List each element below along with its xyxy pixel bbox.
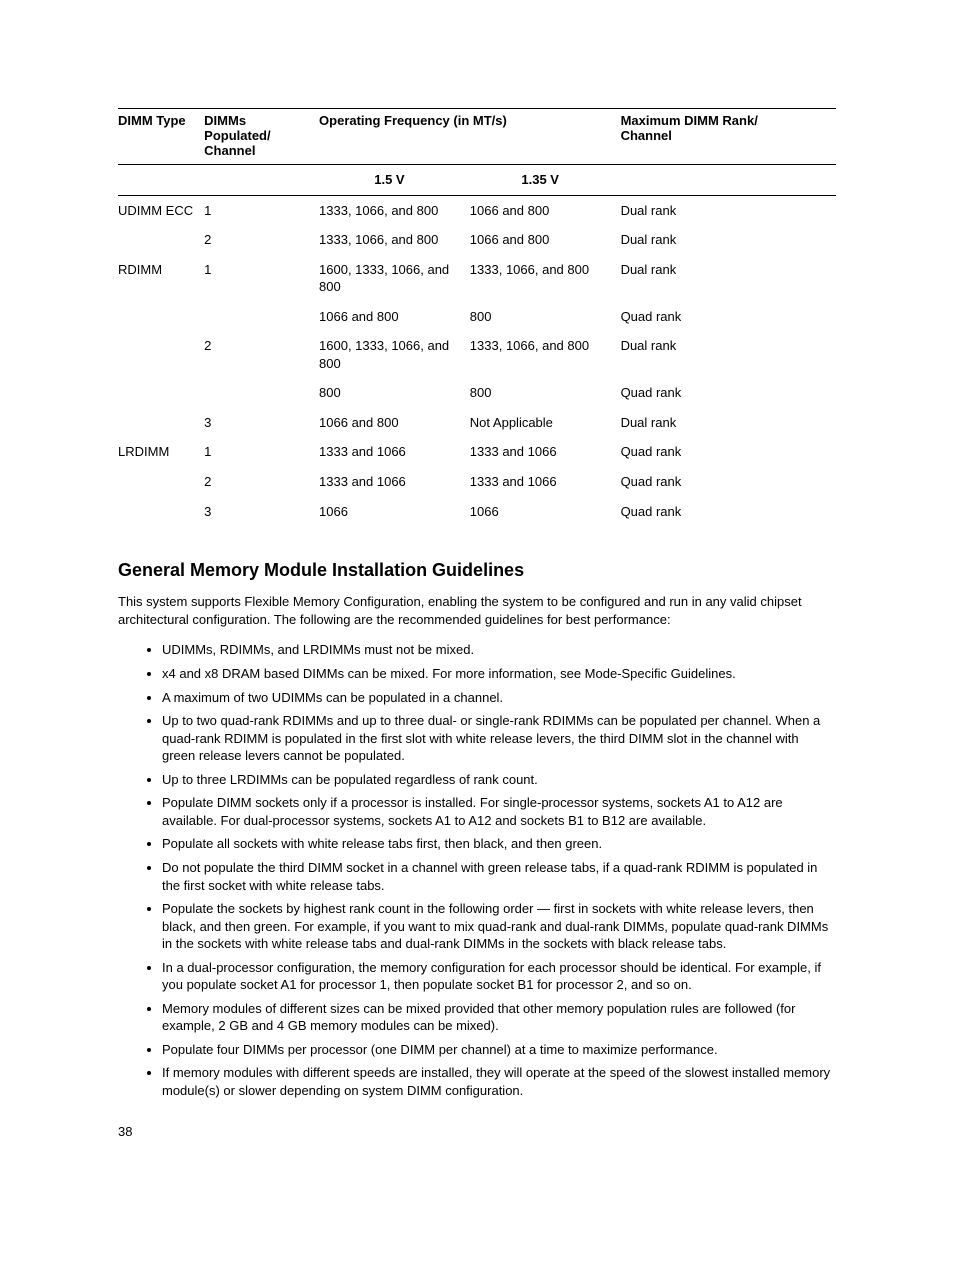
th-dimms-populated: DIMMs Populated/ Channel bbox=[204, 109, 319, 165]
list-item: A maximum of two UDIMMs can be populated… bbox=[162, 689, 836, 707]
table-cell bbox=[118, 378, 204, 408]
th-135v: 1.35 V bbox=[470, 165, 621, 196]
table-cell: 1066 and 800 bbox=[470, 225, 621, 255]
table-cell: Dual rank bbox=[621, 255, 836, 302]
table-row: 31066 and 800Not ApplicableDual rank bbox=[118, 408, 836, 438]
table-cell: Quad rank bbox=[621, 378, 836, 408]
table-cell: Not Applicable bbox=[470, 408, 621, 438]
table-row: LRDIMM11333 and 10661333 and 1066Quad ra… bbox=[118, 437, 836, 467]
table-cell: 1066 and 800 bbox=[470, 195, 621, 225]
table-cell bbox=[118, 467, 204, 497]
table-cell: Quad rank bbox=[621, 437, 836, 467]
table-cell: 1066 bbox=[470, 497, 621, 527]
table-cell bbox=[118, 225, 204, 255]
table-cell: Dual rank bbox=[621, 225, 836, 255]
table-cell: 1 bbox=[204, 195, 319, 225]
list-item: In a dual-processor configuration, the m… bbox=[162, 959, 836, 994]
table-cell: 1 bbox=[204, 255, 319, 302]
table-cell: 1333, 1066, and 800 bbox=[470, 331, 621, 378]
table-cell: 2 bbox=[204, 331, 319, 378]
table-cell: RDIMM bbox=[118, 255, 204, 302]
table-cell: 1333, 1066, and 800 bbox=[319, 225, 470, 255]
table-cell: 2 bbox=[204, 225, 319, 255]
table-cell: 3 bbox=[204, 497, 319, 527]
table-cell: 1066 and 800 bbox=[319, 302, 470, 332]
list-item: Do not populate the third DIMM socket in… bbox=[162, 859, 836, 894]
list-item: Populate four DIMMs per processor (one D… bbox=[162, 1041, 836, 1059]
table-cell bbox=[118, 408, 204, 438]
table-cell: Quad rank bbox=[621, 497, 836, 527]
page-number: 38 bbox=[118, 1124, 132, 1139]
th-operating-freq: Operating Frequency (in MT/s) bbox=[319, 109, 621, 165]
table-cell: Quad rank bbox=[621, 467, 836, 497]
table-cell bbox=[204, 302, 319, 332]
list-item: If memory modules with different speeds … bbox=[162, 1064, 836, 1099]
th-max-rank: Maximum DIMM Rank/ Channel bbox=[621, 109, 836, 165]
table-cell: 1333 and 1066 bbox=[470, 437, 621, 467]
table-row: 21600, 1333, 1066, and 8001333, 1066, an… bbox=[118, 331, 836, 378]
table-cell: LRDIMM bbox=[118, 437, 204, 467]
table-row: RDIMM11600, 1333, 1066, and 8001333, 106… bbox=[118, 255, 836, 302]
table-cell: 1333 and 1066 bbox=[319, 467, 470, 497]
table-row: 21333 and 10661333 and 1066Quad rank bbox=[118, 467, 836, 497]
table-cell: Dual rank bbox=[621, 408, 836, 438]
table-header-row: DIMM Type DIMMs Populated/ Channel Opera… bbox=[118, 109, 836, 165]
guidelines-list: UDIMMs, RDIMMs, and LRDIMMs must not be … bbox=[118, 641, 836, 1099]
list-item: Populate all sockets with white release … bbox=[162, 835, 836, 853]
table-cell: 1333, 1066, and 800 bbox=[319, 195, 470, 225]
table-cell bbox=[118, 497, 204, 527]
memory-config-table: DIMM Type DIMMs Populated/ Channel Opera… bbox=[118, 108, 836, 526]
section-heading: General Memory Module Installation Guide… bbox=[118, 560, 836, 581]
table-row: 800800Quad rank bbox=[118, 378, 836, 408]
table-row: 1066 and 800800Quad rank bbox=[118, 302, 836, 332]
table-cell: 1333, 1066, and 800 bbox=[470, 255, 621, 302]
table-row: 310661066Quad rank bbox=[118, 497, 836, 527]
list-item: Populate the sockets by highest rank cou… bbox=[162, 900, 836, 953]
list-item: Up to three LRDIMMs can be populated reg… bbox=[162, 771, 836, 789]
th-dimm-type: DIMM Type bbox=[118, 109, 204, 165]
table-cell bbox=[118, 302, 204, 332]
table-cell: 800 bbox=[470, 378, 621, 408]
table-row: 21333, 1066, and 8001066 and 800Dual ran… bbox=[118, 225, 836, 255]
table-cell: 3 bbox=[204, 408, 319, 438]
section-intro: This system supports Flexible Memory Con… bbox=[118, 593, 836, 629]
table-cell: Dual rank bbox=[621, 331, 836, 378]
list-item: x4 and x8 DRAM based DIMMs can be mixed.… bbox=[162, 665, 836, 683]
table-cell: 1333 and 1066 bbox=[319, 437, 470, 467]
table-row: UDIMM ECC11333, 1066, and 8001066 and 80… bbox=[118, 195, 836, 225]
table-cell bbox=[204, 378, 319, 408]
table-cell: UDIMM ECC bbox=[118, 195, 204, 225]
list-item: Memory modules of different sizes can be… bbox=[162, 1000, 836, 1035]
table-cell: 1333 and 1066 bbox=[470, 467, 621, 497]
table-cell bbox=[118, 331, 204, 378]
th-15v: 1.5 V bbox=[319, 165, 470, 196]
table-cell: 1 bbox=[204, 437, 319, 467]
table-cell: 2 bbox=[204, 467, 319, 497]
table-cell: Quad rank bbox=[621, 302, 836, 332]
table-cell: 1600, 1333, 1066, and 800 bbox=[319, 255, 470, 302]
table-cell: 1066 bbox=[319, 497, 470, 527]
list-item: UDIMMs, RDIMMs, and LRDIMMs must not be … bbox=[162, 641, 836, 659]
table-subheader-row: 1.5 V 1.35 V bbox=[118, 165, 836, 196]
table-cell: 800 bbox=[470, 302, 621, 332]
list-item: Populate DIMM sockets only if a processo… bbox=[162, 794, 836, 829]
table-cell: 1600, 1333, 1066, and 800 bbox=[319, 331, 470, 378]
table-cell: Dual rank bbox=[621, 195, 836, 225]
table-cell: 800 bbox=[319, 378, 470, 408]
list-item: Up to two quad-rank RDIMMs and up to thr… bbox=[162, 712, 836, 765]
table-cell: 1066 and 800 bbox=[319, 408, 470, 438]
